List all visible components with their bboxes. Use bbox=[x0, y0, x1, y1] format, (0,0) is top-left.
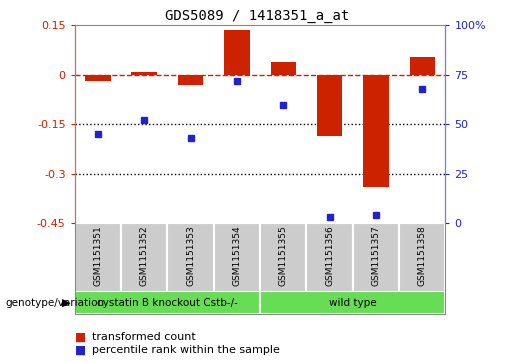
Bar bbox=[121, 223, 167, 292]
Text: GSM1151354: GSM1151354 bbox=[232, 225, 242, 286]
Text: GSM1151357: GSM1151357 bbox=[371, 225, 381, 286]
Text: GDS5089 / 1418351_a_at: GDS5089 / 1418351_a_at bbox=[165, 9, 350, 23]
Bar bbox=[224, 30, 250, 75]
Text: ▶: ▶ bbox=[62, 298, 70, 308]
Bar bbox=[399, 223, 445, 292]
Text: transformed count: transformed count bbox=[92, 332, 195, 342]
Text: GSM1151358: GSM1151358 bbox=[418, 225, 427, 286]
Text: GSM1151356: GSM1151356 bbox=[325, 225, 334, 286]
Bar bbox=[178, 75, 203, 85]
Bar bbox=[317, 75, 342, 136]
Text: GSM1151352: GSM1151352 bbox=[140, 225, 149, 286]
Text: cystatin B knockout Cstb-/-: cystatin B knockout Cstb-/- bbox=[97, 298, 238, 308]
Text: genotype/variation: genotype/variation bbox=[5, 298, 104, 308]
Text: wild type: wild type bbox=[329, 298, 376, 308]
Bar bbox=[260, 291, 445, 314]
Text: ■: ■ bbox=[75, 330, 86, 343]
Bar bbox=[85, 75, 111, 81]
Text: GSM1151353: GSM1151353 bbox=[186, 225, 195, 286]
Text: percentile rank within the sample: percentile rank within the sample bbox=[92, 345, 280, 355]
Text: GSM1151351: GSM1151351 bbox=[93, 225, 102, 286]
Bar bbox=[167, 223, 214, 292]
Bar bbox=[75, 291, 260, 314]
Text: ■: ■ bbox=[75, 344, 86, 357]
Bar bbox=[131, 72, 157, 75]
Bar bbox=[270, 62, 296, 75]
Bar bbox=[214, 223, 260, 292]
Text: GSM1151355: GSM1151355 bbox=[279, 225, 288, 286]
Bar bbox=[363, 75, 389, 187]
Bar bbox=[306, 223, 353, 292]
Bar bbox=[75, 223, 121, 292]
Bar bbox=[409, 57, 435, 75]
Bar bbox=[260, 223, 306, 292]
Bar bbox=[353, 223, 399, 292]
